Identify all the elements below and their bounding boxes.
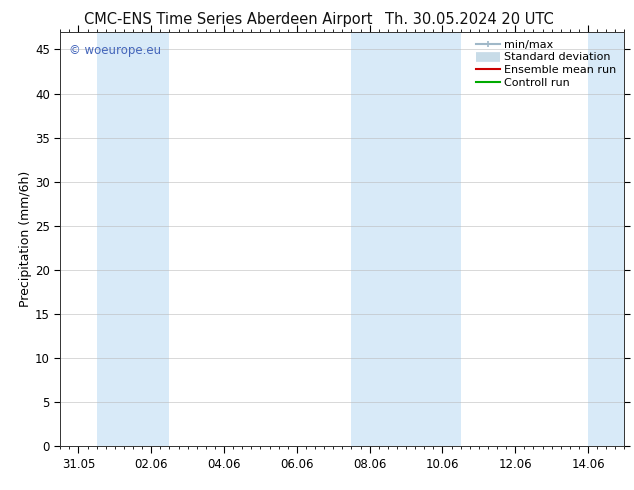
Y-axis label: Precipitation (mm/6h): Precipitation (mm/6h) <box>19 171 32 307</box>
Bar <box>351 32 461 446</box>
Text: © woeurope.eu: © woeurope.eu <box>68 44 161 57</box>
Text: CMC-ENS Time Series Aberdeen Airport: CMC-ENS Time Series Aberdeen Airport <box>84 12 373 27</box>
Text: Th. 30.05.2024 20 UTC: Th. 30.05.2024 20 UTC <box>385 12 553 27</box>
Legend: min/max, Standard deviation, Ensemble mean run, Controll run: min/max, Standard deviation, Ensemble me… <box>471 35 621 93</box>
Bar <box>96 32 169 446</box>
Bar <box>588 32 624 446</box>
